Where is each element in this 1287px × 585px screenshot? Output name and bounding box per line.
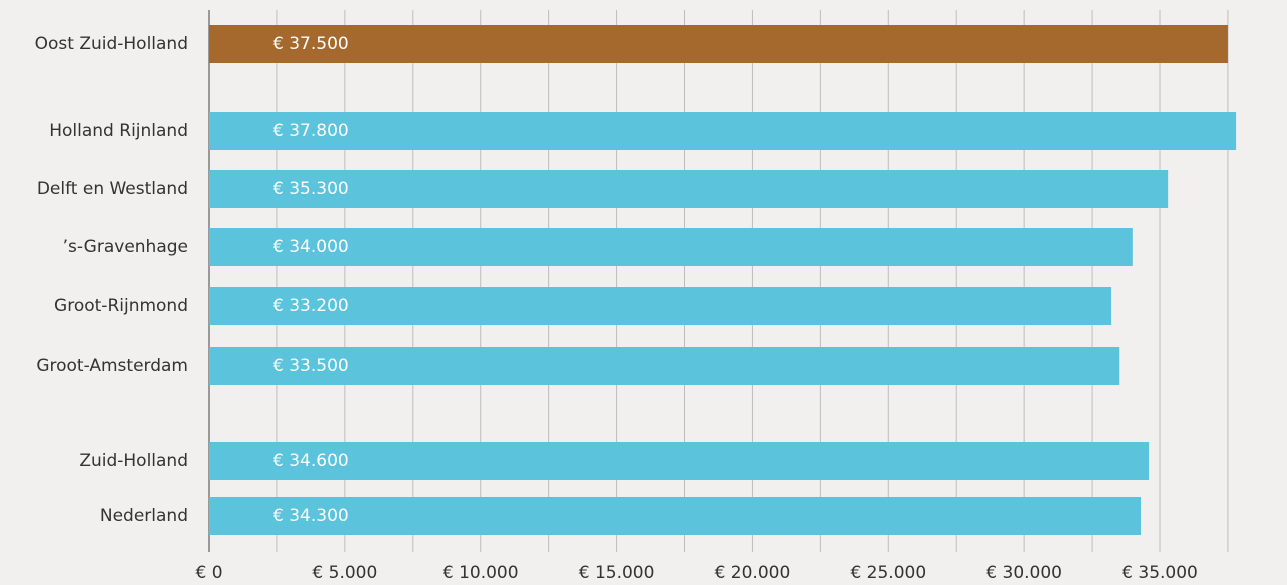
bar	[209, 287, 1112, 325]
category-label: Delft en Westland	[37, 179, 188, 199]
x-tick-label: € 5.000	[312, 563, 377, 583]
category-label: Oost Zuid-Holland	[35, 34, 188, 54]
bar	[209, 442, 1150, 480]
value-label: € 34.300	[273, 506, 349, 526]
x-tick-label: € 20.000	[715, 563, 791, 583]
x-tick-label: € 25.000	[850, 563, 926, 583]
bar	[209, 347, 1120, 385]
bar	[209, 228, 1133, 266]
category-label: Zuid-Holland	[79, 451, 188, 471]
x-tick-label: € 30.000	[986, 563, 1062, 583]
category-label: Nederland	[100, 506, 188, 526]
x-tick-label: € 35.000	[1122, 563, 1198, 583]
x-tick-label: € 0	[195, 563, 222, 583]
category-label: ’s-Gravenhage	[63, 237, 188, 257]
x-tick-label: € 10.000	[443, 563, 519, 583]
value-label: € 33.500	[273, 356, 349, 376]
value-label: € 35.300	[273, 179, 349, 199]
category-label: Groot-Rijnmond	[54, 296, 188, 316]
category-label: Holland Rijnland	[49, 121, 188, 141]
value-label: € 34.000	[273, 237, 349, 257]
category-label: Groot-Amsterdam	[36, 356, 188, 376]
value-label: € 37.500	[273, 34, 349, 54]
bar	[209, 497, 1141, 535]
x-tick-label: € 15.000	[579, 563, 655, 583]
value-label: € 34.600	[273, 451, 349, 471]
value-label: € 33.200	[273, 296, 349, 316]
value-label: € 37.800	[273, 121, 349, 141]
bar	[209, 25, 1228, 63]
bar	[209, 170, 1169, 208]
bar	[209, 112, 1237, 150]
